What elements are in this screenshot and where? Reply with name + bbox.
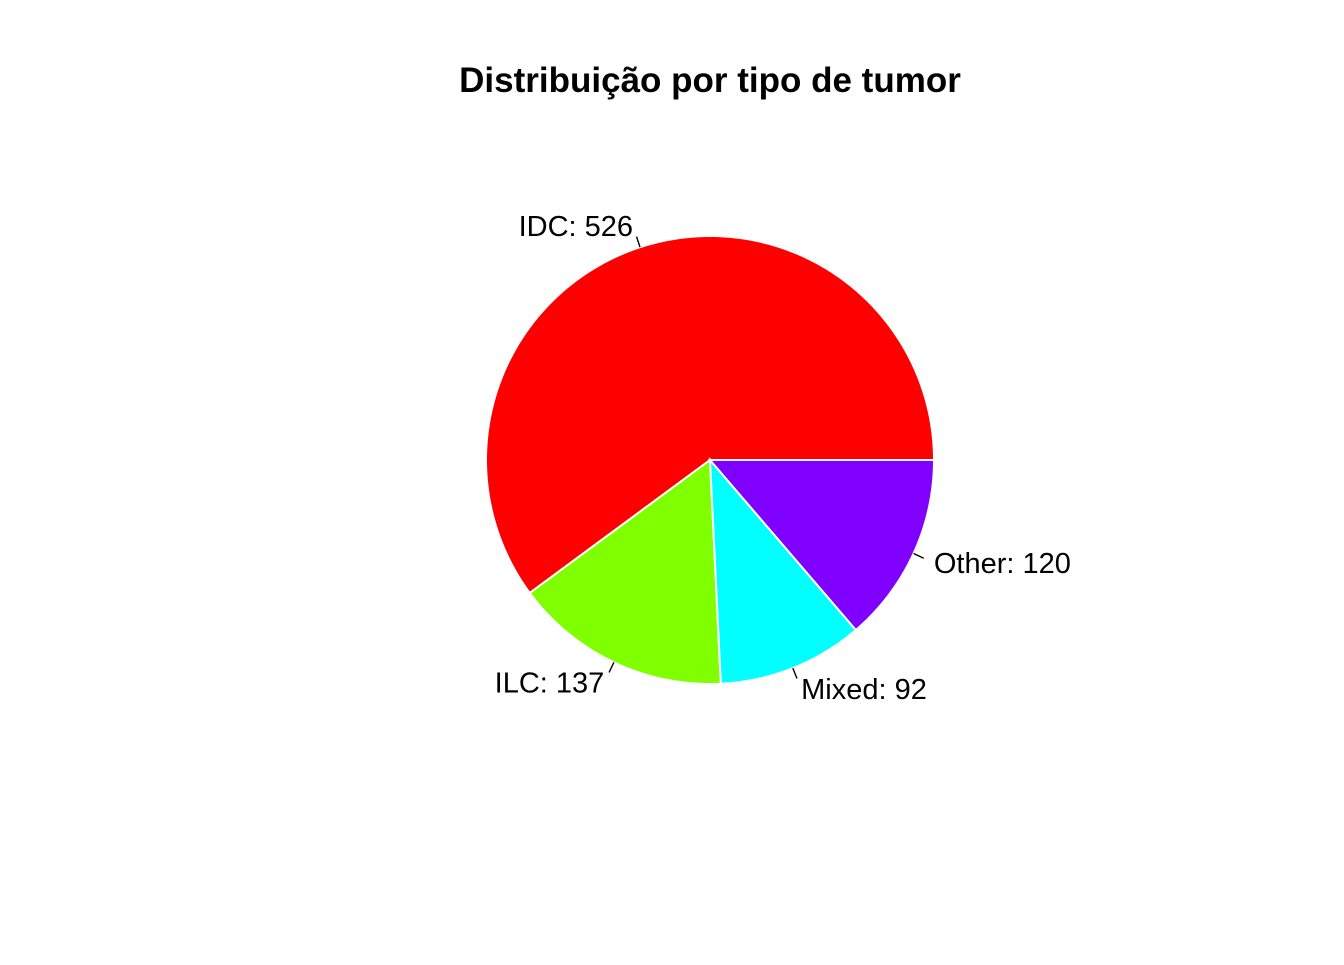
slice-label-idc: IDC: 526 xyxy=(519,211,633,243)
slice-label-mixed: Mixed: 92 xyxy=(801,674,927,706)
pie-leader-lines xyxy=(608,236,925,679)
slice-label-ilc: ILC: 137 xyxy=(495,668,605,700)
pie-slices xyxy=(485,234,936,686)
pie-slice-idc xyxy=(485,234,936,595)
slice-label-other: Other: 120 xyxy=(934,548,1071,580)
leader-line-idc xyxy=(635,236,641,248)
leader-line-other xyxy=(913,552,925,559)
leader-line-mixed xyxy=(792,667,798,679)
pie-slice-ilc xyxy=(528,458,722,686)
chart-title: Distribuição por tipo de tumor xyxy=(459,61,961,100)
pie-slice-labels: IDC: 526 ILC: 137 Mixed: 92 Other: 120 xyxy=(495,211,1071,706)
leader-line-ilc xyxy=(608,662,615,673)
